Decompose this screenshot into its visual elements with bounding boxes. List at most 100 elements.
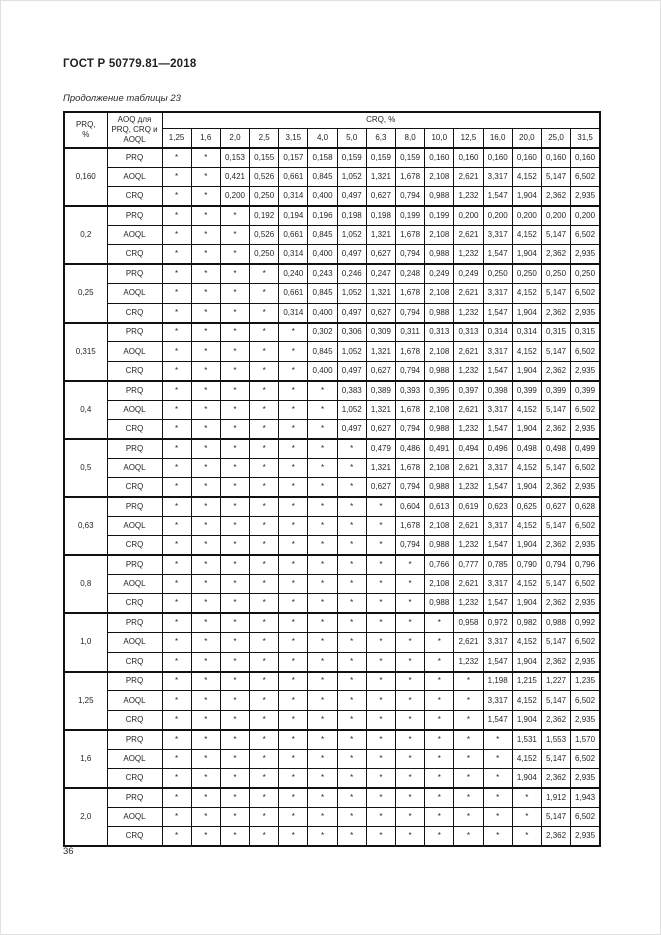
value-cell: 5,147 — [540, 515, 572, 537]
value-cell: 2,935 — [570, 477, 601, 498]
asterisk-cell: * — [190, 244, 221, 265]
asterisk-cell: * — [190, 302, 221, 324]
asterisk-cell: * — [190, 341, 221, 362]
prq-value-cell: 0,160 — [63, 146, 108, 207]
asterisk-cell: * — [249, 632, 280, 653]
asterisk-cell: * — [190, 283, 221, 304]
asterisk-cell: * — [219, 690, 251, 711]
value-cell: 1,052 — [336, 341, 367, 362]
asterisk-cell: * — [219, 767, 251, 789]
crq-value-header: 20,0 — [511, 127, 542, 149]
value-cell: 2,935 — [570, 593, 601, 614]
asterisk-cell: * — [394, 748, 426, 770]
row-label-cell: PRQ — [106, 554, 163, 576]
asterisk-cell: * — [219, 593, 251, 614]
value-cell: 1,052 — [336, 225, 367, 246]
asterisk-cell: * — [307, 593, 338, 614]
asterisk-cell: * — [278, 767, 309, 789]
value-cell: 1,547 — [482, 593, 513, 614]
value-cell: 2,362 — [540, 826, 572, 847]
value-cell: 0,313 — [453, 321, 484, 343]
value-cell: 0,627 — [365, 186, 397, 207]
value-cell: 1,678 — [394, 283, 426, 304]
value-cell: 5,147 — [540, 341, 572, 362]
row-label-cell: CRQ — [106, 651, 163, 673]
asterisk-cell: * — [394, 632, 426, 653]
asterisk-cell: * — [453, 748, 484, 770]
asterisk-cell: * — [482, 748, 513, 770]
asterisk-cell: * — [365, 535, 397, 556]
value-cell: 2,362 — [540, 593, 572, 614]
table-row: 1,25 PRQ * * * * * * * * * * * 1,198 1,215 1,227 1,235 — [63, 670, 601, 731]
value-cell: 0,198 — [336, 205, 367, 227]
value-cell: 0,313 — [424, 321, 455, 343]
value-cell: 0,158 — [307, 146, 338, 168]
value-cell: 1,904 — [511, 767, 542, 789]
asterisk-cell: * — [190, 166, 221, 188]
value-cell: 6,502 — [570, 399, 601, 420]
asterisk-cell: * — [249, 767, 280, 789]
asterisk-cell: * — [511, 806, 542, 828]
asterisk-cell: * — [307, 670, 338, 692]
asterisk-cell: * — [424, 748, 455, 770]
value-cell: 5,147 — [540, 690, 572, 711]
asterisk-cell: * — [482, 806, 513, 828]
value-cell: 2,362 — [540, 767, 572, 789]
value-cell: 1,235 — [570, 670, 601, 692]
asterisk-cell: * — [511, 826, 542, 847]
asterisk-cell: * — [161, 690, 192, 711]
asterisk-cell: * — [307, 612, 338, 634]
value-cell: 6,502 — [570, 341, 601, 362]
asterisk-cell: * — [161, 302, 192, 324]
value-cell: 3,317 — [482, 399, 513, 420]
asterisk-cell: * — [161, 515, 192, 537]
asterisk-cell: * — [190, 535, 221, 556]
asterisk-cell: * — [278, 670, 309, 692]
value-cell: 0,399 — [540, 379, 572, 401]
asterisk-cell: * — [190, 748, 221, 770]
asterisk-cell: * — [161, 225, 192, 246]
asterisk-cell: * — [249, 496, 280, 517]
asterisk-cell: * — [161, 767, 192, 789]
value-cell: 6,502 — [570, 574, 601, 595]
asterisk-cell: * — [482, 728, 513, 750]
table-row: 0,25 PRQ * * * * 0,240 0,243 0,246 0,247 0,248 0,24… — [63, 263, 601, 324]
value-cell: 0,526 — [249, 166, 280, 188]
asterisk-cell: * — [249, 535, 280, 556]
value-cell: 2,362 — [540, 709, 572, 731]
row-label-cell: CRQ — [106, 709, 163, 731]
value-cell: 0,497 — [336, 244, 367, 265]
value-cell: 0,627 — [365, 244, 397, 265]
value-cell: 0,421 — [219, 166, 251, 188]
prq-column-header: PRQ, % — [63, 111, 108, 149]
value-cell: 0,623 — [482, 496, 513, 517]
asterisk-cell: * — [219, 651, 251, 673]
asterisk-cell: * — [278, 786, 309, 808]
asterisk-cell: * — [424, 767, 455, 789]
asterisk-cell: * — [278, 379, 309, 401]
asterisk-cell: * — [394, 806, 426, 828]
value-cell: 1,232 — [453, 651, 484, 673]
value-cell: 2,362 — [540, 360, 572, 382]
value-cell: 0,400 — [307, 360, 338, 382]
asterisk-cell: * — [278, 437, 309, 459]
value-cell: 0,247 — [365, 263, 397, 285]
value-cell: 3,317 — [482, 574, 513, 595]
value-cell: 0,988 — [424, 593, 455, 614]
table-row: AOQL * * * * * * * * * * * * 4,152 5,147 6,502 — [64, 748, 601, 770]
value-cell: 1,943 — [570, 786, 601, 808]
row-label-cell: PRQ — [106, 670, 163, 692]
value-cell: 2,362 — [540, 418, 572, 440]
value-cell: 3,317 — [482, 690, 513, 711]
asterisk-cell: * — [394, 709, 426, 731]
asterisk-cell: * — [336, 748, 367, 770]
asterisk-cell: * — [161, 806, 192, 828]
asterisk-cell: * — [249, 728, 280, 750]
value-cell: 3,317 — [482, 515, 513, 537]
asterisk-cell: * — [394, 651, 426, 673]
value-cell: 2,108 — [424, 225, 455, 246]
table-row: AOQL * * 0,421 0,526 0,661 0,845 1,052 1,321 1,67… — [64, 166, 601, 188]
asterisk-cell: * — [219, 360, 251, 382]
asterisk-cell: * — [219, 341, 251, 362]
value-cell: 0,395 — [424, 379, 455, 401]
